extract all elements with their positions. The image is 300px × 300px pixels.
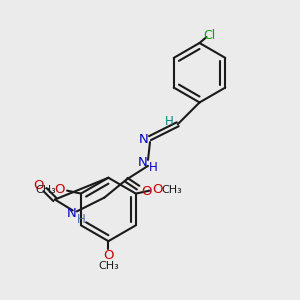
Text: O: O <box>152 183 163 196</box>
Text: Cl: Cl <box>203 28 216 42</box>
Text: CH₃: CH₃ <box>98 261 119 271</box>
Text: O: O <box>103 248 114 262</box>
Text: O: O <box>141 185 151 198</box>
Text: N: N <box>139 133 149 146</box>
Text: H: H <box>164 115 173 128</box>
Text: N: N <box>138 156 148 170</box>
Text: O: O <box>33 179 43 192</box>
Text: N: N <box>67 207 76 220</box>
Text: CH₃: CH₃ <box>161 184 182 195</box>
Text: CH₃: CH₃ <box>35 184 56 195</box>
Text: O: O <box>54 183 64 196</box>
Text: H: H <box>148 161 157 174</box>
Text: H: H <box>77 213 86 226</box>
